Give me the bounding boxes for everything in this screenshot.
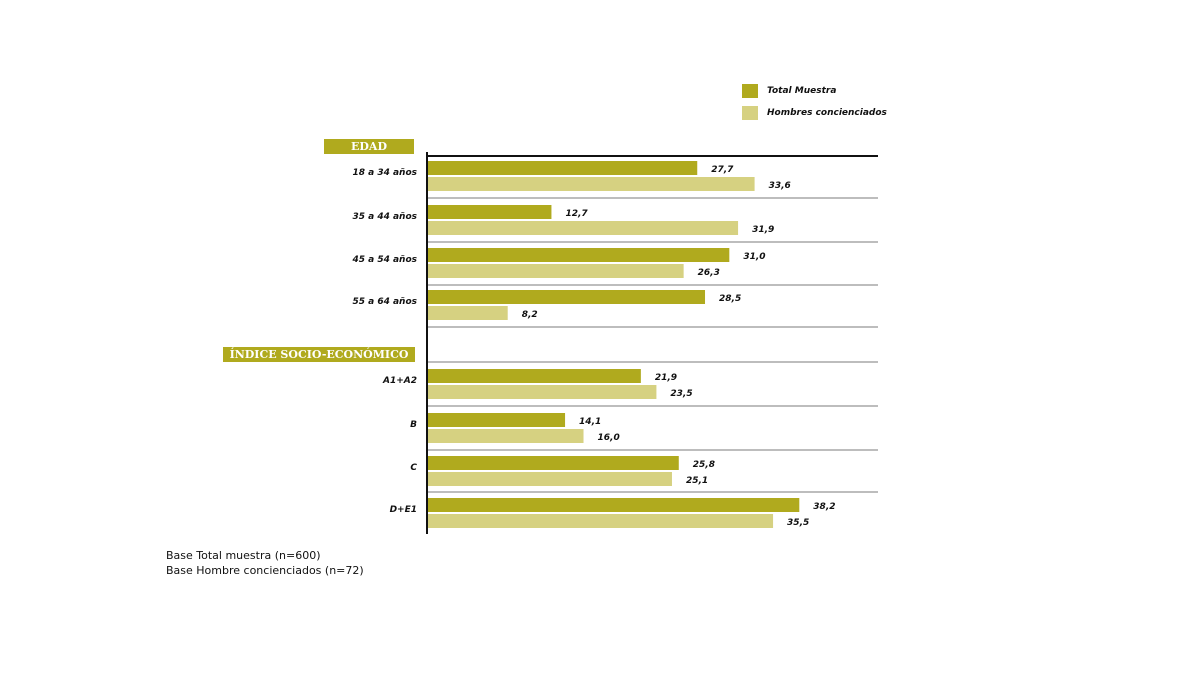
data-label-total-1-3: 38,2: [813, 502, 835, 512]
bar-hombres-0-1: [428, 221, 739, 235]
bar-hombres-1-3: [428, 514, 774, 528]
bar-hombres-1-2: [428, 472, 672, 486]
data-label-hombres-1-0: 23,5: [670, 389, 692, 399]
data-label-hombres-0-3: 8,2: [522, 310, 538, 320]
bar-total-1-0: [428, 369, 641, 383]
category-label-1-3: D+E1: [390, 505, 417, 515]
bar-hombres-0-0: [428, 177, 755, 191]
bar-total-0-0: [428, 161, 698, 175]
data-label-total-1-1: 14,1: [579, 417, 601, 427]
legend-swatch-hombres: [742, 106, 758, 120]
bar-hombres-0-2: [428, 264, 684, 278]
bar-hombres-0-3: [428, 306, 508, 320]
data-label-hombres-0-1: 31,9: [752, 225, 774, 235]
legend-label-total: Total Muestra: [767, 86, 837, 96]
bar-total-0-2: [428, 248, 730, 262]
data-label-total-0-1: 12,7: [565, 209, 588, 219]
legend-swatch-total: [742, 84, 758, 98]
bar-hombres-1-1: [428, 429, 584, 443]
bar-total-1-3: [428, 498, 800, 512]
category-label-0-2: 45 a 54 años: [351, 255, 417, 265]
bar-hombres-1-0: [428, 385, 657, 399]
category-label-1-2: C: [410, 463, 417, 473]
category-label-1-1: B: [410, 420, 417, 430]
data-label-hombres-1-3: 35,5: [787, 518, 809, 528]
note-total: Base Total muestra (n=600): [166, 549, 321, 562]
bar-total-0-3: [428, 290, 706, 304]
data-label-hombres-1-1: 16,0: [598, 433, 620, 443]
legend-item-hombres: Hombres concienciados: [742, 102, 887, 124]
data-label-total-0-2: 31,0: [743, 252, 765, 262]
category-label-0-3: 55 a 64 años: [352, 297, 417, 307]
category-label-1-0: A1+A2: [382, 376, 417, 386]
data-label-total-1-0: 21,9: [655, 373, 677, 383]
bar-total-1-2: [428, 456, 679, 470]
bar-total-0-1: [428, 205, 552, 219]
section-label-edad: EDAD: [324, 139, 414, 154]
data-label-hombres-1-2: 25,1: [686, 476, 708, 486]
category-label-0-0: 18 a 34 años: [352, 168, 417, 178]
data-label-hombres-0-0: 33,6: [769, 181, 791, 191]
base-notes: Base Total muestra (n=600) Base Hombre c…: [166, 548, 364, 578]
data-label-total-0-3: 28,5: [719, 294, 741, 304]
legend-label-hombres: Hombres concienciados: [767, 108, 887, 118]
data-label-hombres-0-2: 26,3: [698, 268, 720, 278]
bar-total-1-1: [428, 413, 566, 427]
legend: Total Muestra Hombres concienciados: [742, 80, 887, 124]
section-label-indice: ÍNDICE SOCIO-ECONÓMICO: [223, 347, 415, 362]
data-label-total-0-0: 27,7: [711, 165, 734, 175]
category-label-0-1: 35 a 44 años: [352, 212, 417, 222]
note-hombres: Base Hombre concienciados (n=72): [166, 564, 364, 577]
legend-item-total: Total Muestra: [742, 80, 887, 102]
data-label-total-1-2: 25,8: [693, 460, 715, 470]
